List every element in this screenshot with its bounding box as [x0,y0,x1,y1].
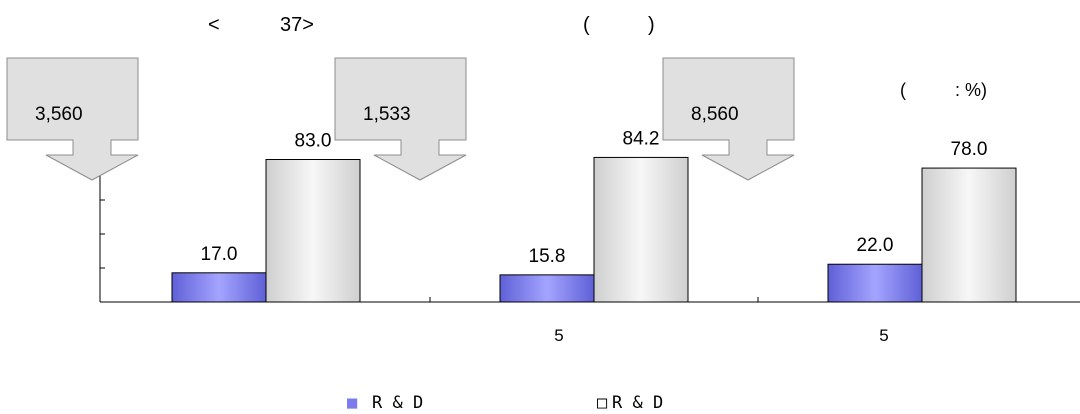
callout-arrow [6,57,139,181]
legend: ■ R & D □ R & D [347,393,663,413]
legend-marker-series-1: ■ [347,393,358,413]
legend-label-series-2: R & D [612,393,663,413]
category-label: 5 [554,326,563,345]
bar-series-2 [593,156,689,303]
y-axis [99,160,105,303]
bar-series-1 [499,274,595,303]
callout-arrow [662,57,795,181]
category-label: 5 [879,326,888,345]
bar-series-2 [921,167,1017,303]
unit-text: : %) [955,80,987,100]
title-number: 37> [280,14,314,36]
callout-arrow [334,57,467,181]
bar-series-2 [265,158,361,303]
bar-series-1 [827,263,923,303]
data-label: 15.8 [529,246,566,267]
callout-label: 1,533 [363,104,411,125]
data-label: 84.2 [623,128,660,149]
data-label: 83.0 [295,130,332,151]
callout-label: 8,560 [691,104,739,125]
data-label: 17.0 [201,244,238,265]
bar-series-1 [171,272,267,303]
title-left: < [208,14,220,36]
title-paren-open: ( [583,14,590,36]
callout-label: 3,560 [35,104,83,125]
unit-paren-open: ( [900,80,906,100]
legend-marker-series-2: □ [597,393,608,413]
legend-label-series-1: R & D [372,393,423,413]
title-paren-close: ) [648,14,655,36]
data-label: 22.0 [857,235,894,256]
data-label: 78.0 [951,139,988,160]
